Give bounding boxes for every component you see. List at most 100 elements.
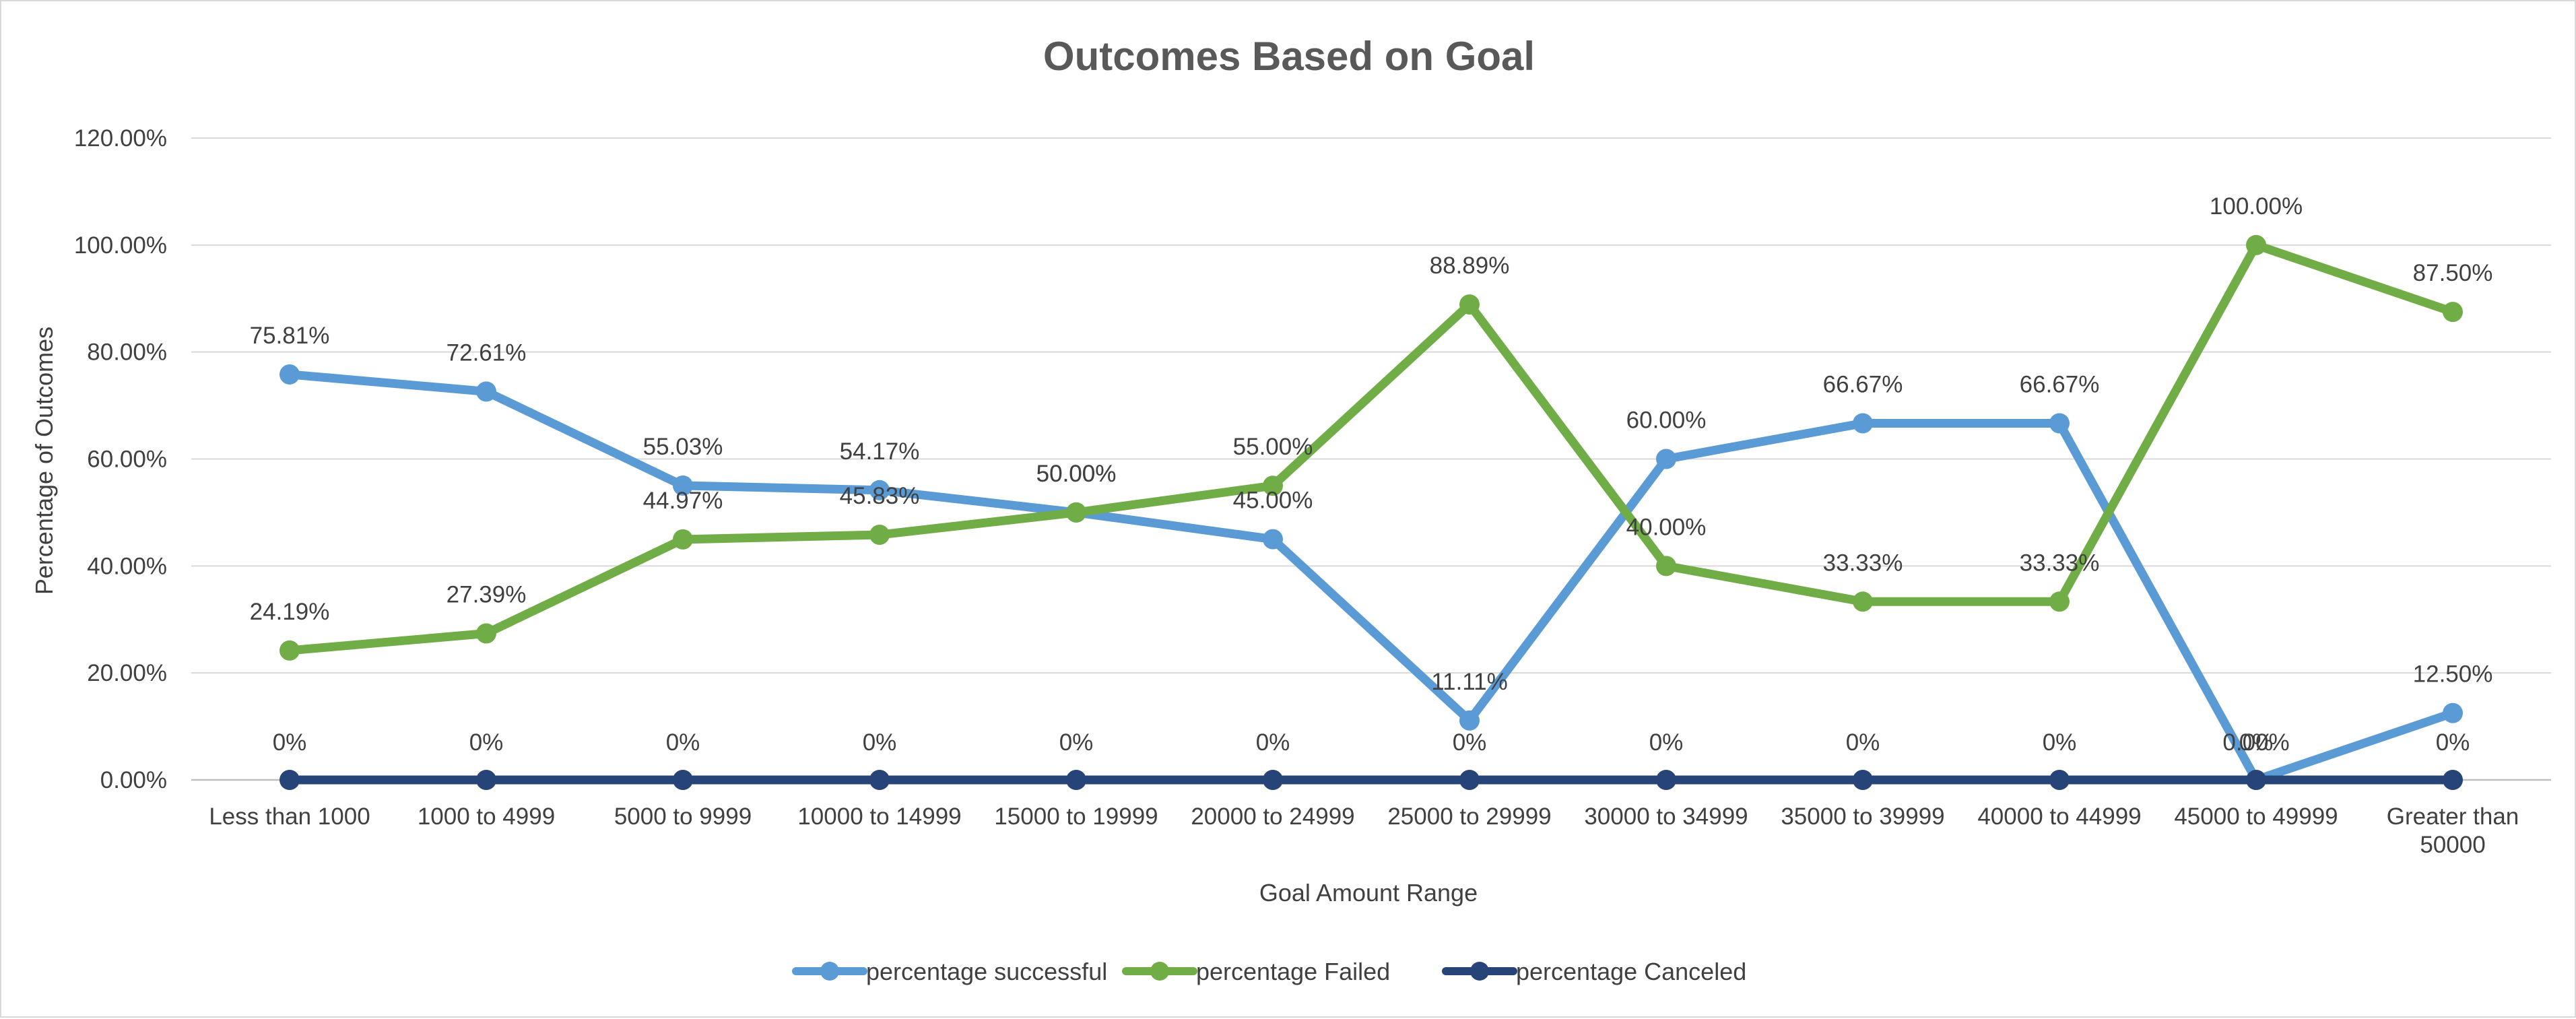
data-point	[2049, 591, 2070, 612]
data-label: 54.17%	[840, 438, 920, 465]
y-tick-label: 40.00%	[87, 553, 167, 579]
data-label: 0%	[2239, 729, 2274, 756]
data-point	[279, 364, 300, 385]
y-tick-label: 0.00%	[100, 767, 167, 793]
data-label: 0%	[1256, 729, 1290, 756]
data-label: 0%	[2043, 729, 2077, 756]
x-tick-label: 20000 to 24999	[1191, 803, 1354, 830]
data-label: 55.03%	[643, 434, 723, 460]
data-label: 60.00%	[1626, 407, 1707, 434]
legend-swatch-marker	[1150, 962, 1169, 981]
data-point	[1853, 591, 1873, 612]
data-label: 0%	[863, 729, 897, 756]
data-label: 72.61%	[447, 339, 527, 366]
data-label: 45.83%	[840, 483, 920, 509]
series-1	[279, 234, 2463, 661]
data-label: 44.97%	[643, 488, 723, 514]
legend-label: percentage successful	[866, 958, 1107, 985]
x-axis-title: Goal Amount Range	[1259, 879, 1478, 907]
series-line	[285, 370, 2457, 785]
data-point	[673, 770, 693, 790]
gridlines	[191, 137, 2551, 781]
x-tick-label: 30000 to 34999	[1584, 803, 1748, 830]
y-axis-ticks: 0.00% 20.00% 40.00% 60.00% 80.00% 100.00% 120.…	[74, 125, 167, 793]
data-label: 75.81%	[250, 323, 330, 349]
series-0	[279, 364, 2463, 790]
data-label: 33.33%	[2020, 550, 2100, 576]
data-label: 24.19%	[250, 599, 330, 625]
legend-label: percentage Canceled	[1516, 958, 1746, 985]
data-label: 0%	[469, 729, 504, 756]
data-point	[1459, 294, 1480, 315]
y-axis-title: Percentage of Outcomes	[30, 327, 58, 595]
series-2	[279, 770, 2463, 790]
x-tick-label: 1000 to 4999	[418, 803, 555, 830]
data-point	[2049, 413, 2070, 434]
data-label: 27.39%	[447, 581, 527, 607]
y-tick-label: 20.00%	[87, 660, 167, 686]
data-label: 0%	[1059, 729, 1094, 756]
legend-item: percentage Failed	[1122, 958, 1390, 985]
data-label: 100.00%	[2210, 193, 2303, 220]
x-tick-label: 25000 to 29999	[1387, 803, 1551, 830]
x-axis-ticks: Less than 1000 1000 to 4999 5000 to 9999 10…	[209, 803, 2519, 858]
data-label: 87.50%	[2413, 260, 2493, 286]
x-tick-label: Greater than 50000	[2387, 803, 2519, 858]
x-tick-label: 5000 to 9999	[614, 803, 752, 830]
data-label: 0.00%	[2222, 729, 2289, 756]
data-label: 0%	[1453, 729, 1487, 756]
data-point	[1656, 556, 1676, 577]
data-point	[279, 770, 300, 790]
data-point	[1263, 475, 1283, 496]
data-point	[1263, 529, 1283, 550]
x-tick-label: 15000 to 19999	[994, 803, 1158, 830]
data-label: 50.00%	[1036, 461, 1117, 487]
data-point	[2443, 302, 2463, 323]
data-label: 40.00%	[1626, 514, 1707, 540]
data-label: 0%	[666, 729, 700, 756]
legend-item: percentage successful	[792, 958, 1107, 985]
data-point	[476, 381, 496, 402]
data-point	[1459, 770, 1480, 790]
data-label: 45.00%	[1233, 488, 1313, 514]
data-point	[2443, 702, 2463, 723]
data-label: 88.89%	[1430, 253, 1510, 279]
data-label: 11.11%	[1431, 669, 1508, 695]
data-point	[673, 529, 693, 550]
legend: percentage successful percentage Failed pe…	[792, 958, 1746, 985]
legend-swatch-marker	[1470, 962, 1489, 981]
data-point	[476, 623, 496, 644]
series-line	[285, 240, 2457, 655]
data-label: 0%	[273, 729, 307, 756]
y-tick-label: 80.00%	[87, 339, 167, 366]
data-point	[2443, 770, 2463, 790]
y-tick-label: 120.00%	[74, 125, 167, 152]
x-tick-label: Less than 1000	[209, 803, 370, 830]
data-label: 0%	[2436, 729, 2470, 756]
data-label: 33.33%	[1823, 550, 1903, 576]
data-point	[1459, 710, 1480, 731]
data-label: 0%	[1846, 729, 1880, 756]
data-point	[1656, 449, 1676, 469]
data-point	[1263, 770, 1283, 790]
data-label: 12.50%	[2413, 661, 2493, 688]
legend-item: percentage Canceled	[1442, 958, 1746, 985]
data-label: 66.67%	[1823, 372, 1903, 398]
data-point	[279, 640, 300, 661]
data-label: 0%	[1649, 729, 1684, 756]
data-point	[2246, 234, 2266, 255]
data-point	[1656, 770, 1676, 790]
data-point	[869, 480, 890, 500]
legend-label: percentage Failed	[1196, 958, 1390, 985]
x-tick-label: 35000 to 39999	[1781, 803, 1944, 830]
y-tick-label: 60.00%	[87, 447, 167, 473]
legend-swatch-marker	[820, 962, 839, 981]
data-point	[476, 770, 496, 790]
data-labels: 75.81% 72.61% 55.03% 54.17% 50.00% 45.00% 11.1…	[250, 193, 2493, 756]
data-label: 55.00%	[1233, 434, 1313, 460]
data-point	[1853, 770, 1873, 790]
data-label: 66.67%	[2020, 372, 2100, 398]
data-point	[1066, 502, 1086, 523]
